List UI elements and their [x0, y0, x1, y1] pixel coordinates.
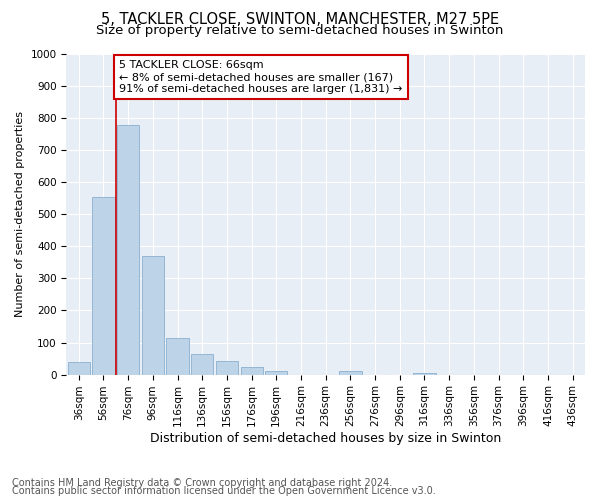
Bar	[68, 362, 90, 374]
Bar	[142, 256, 164, 374]
Y-axis label: Number of semi-detached properties: Number of semi-detached properties	[15, 112, 25, 318]
Bar	[117, 124, 139, 374]
Bar	[166, 338, 188, 374]
Bar	[339, 371, 362, 374]
Text: Contains public sector information licensed under the Open Government Licence v3: Contains public sector information licen…	[12, 486, 436, 496]
Bar	[191, 354, 214, 374]
Bar	[241, 366, 263, 374]
Text: Size of property relative to semi-detached houses in Swinton: Size of property relative to semi-detach…	[97, 24, 503, 37]
Bar	[265, 372, 287, 374]
Text: 5 TACKLER CLOSE: 66sqm
← 8% of semi-detached houses are smaller (167)
91% of sem: 5 TACKLER CLOSE: 66sqm ← 8% of semi-deta…	[119, 60, 403, 94]
Text: 5, TACKLER CLOSE, SWINTON, MANCHESTER, M27 5PE: 5, TACKLER CLOSE, SWINTON, MANCHESTER, M…	[101, 12, 499, 28]
Bar	[216, 361, 238, 374]
Bar	[92, 196, 115, 374]
Bar	[413, 373, 436, 374]
X-axis label: Distribution of semi-detached houses by size in Swinton: Distribution of semi-detached houses by …	[150, 432, 502, 445]
Text: Contains HM Land Registry data © Crown copyright and database right 2024.: Contains HM Land Registry data © Crown c…	[12, 478, 392, 488]
